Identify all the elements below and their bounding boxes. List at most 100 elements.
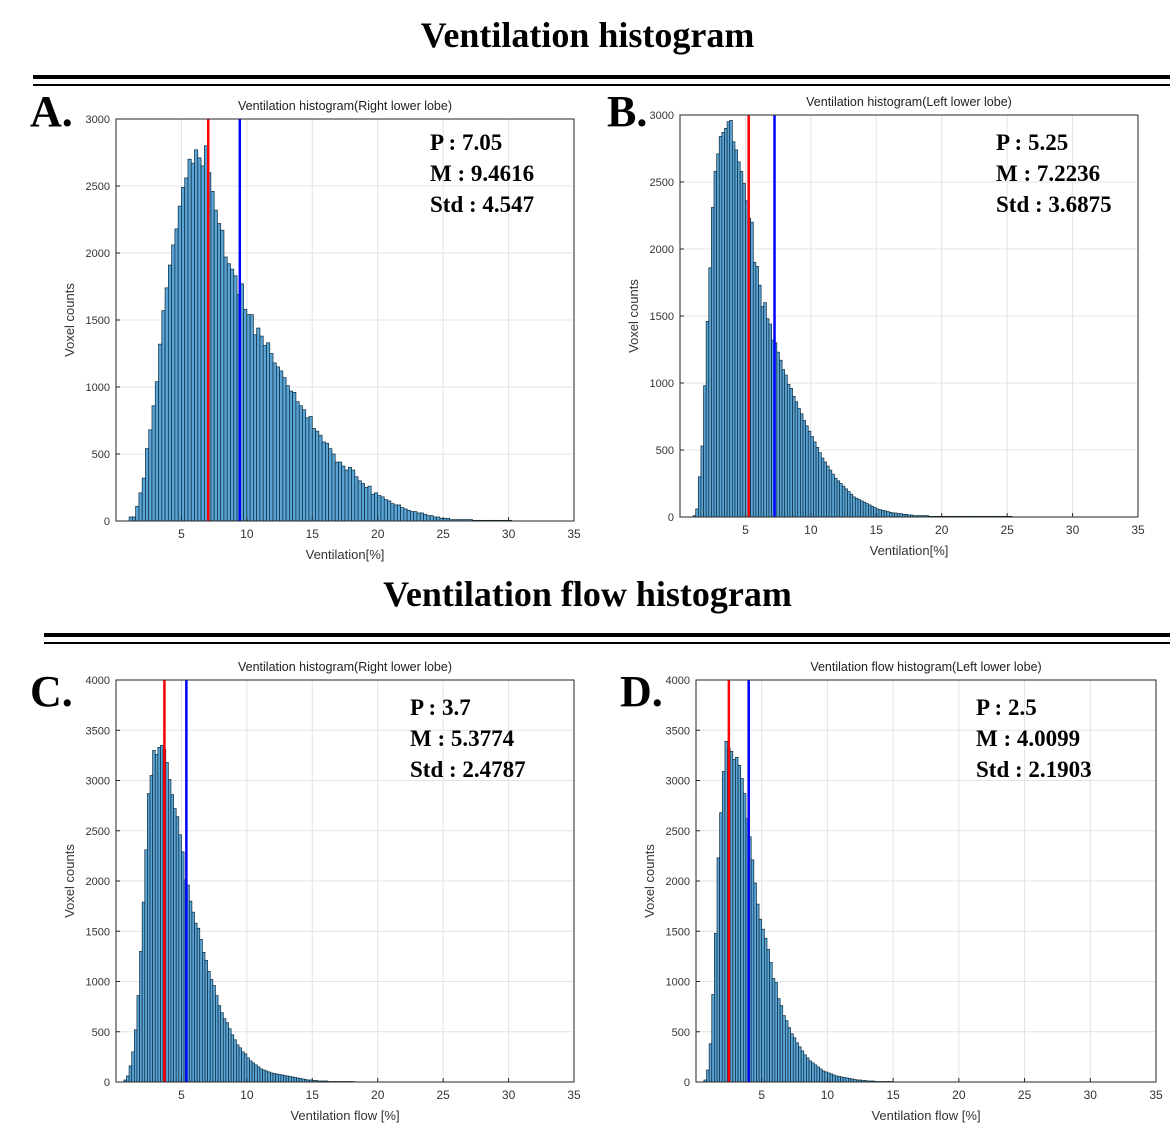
x-tick-label: 10 [240,527,254,541]
y-tick-label: 2500 [666,826,690,838]
histogram-bar [811,1062,815,1083]
stat-text-a: Std : 4.547 [430,192,534,217]
histogram-bar [753,882,757,1083]
x-tick-label: 20 [935,523,949,537]
histogram-bar [740,778,744,1083]
histogram-bar [758,918,763,1083]
y-tick-label: 1000 [666,977,690,989]
x-tick-label: 5 [178,527,185,541]
histogram-bar [729,751,734,1083]
histogram-bar [819,1068,823,1083]
panel-letter-b: B. [607,87,648,136]
x-tick-label: 25 [1000,523,1014,537]
x-tick-label: 5 [178,1088,185,1102]
top-rule-thick [33,75,1170,79]
histogram-bar [803,1054,807,1083]
histogram-bar [808,1060,813,1083]
stat-text-b: P : 5.25 [996,130,1068,155]
histogram-bar [716,857,721,1083]
stat-text-c: P : 3.7 [410,695,471,720]
x-tick-label: 15 [870,523,884,537]
top-rule-thin [33,84,1170,86]
histogram-bar [829,1073,834,1083]
y-tick-label: 500 [656,445,674,457]
y-tick-label: 0 [668,512,674,524]
histogram-bar [769,962,773,1083]
x-tick-label: 30 [502,1088,516,1102]
panel-letter-d: D. [620,667,663,716]
x-tick-label: 10 [804,523,818,537]
y-tick-label: 3000 [666,776,690,788]
x-tick-label: 10 [240,1088,254,1102]
histogram-bar [792,1037,797,1083]
y-tick-label: 3500 [666,725,690,737]
x-tick-label: 5 [758,1088,765,1102]
histogram-bar [837,1076,841,1083]
stat-text-c: M : 5.3774 [410,726,515,751]
x-tick-label: 20 [371,1088,385,1102]
y-tick-label: 1500 [666,926,690,938]
x-tick-label: 20 [952,1088,966,1102]
histogram-bar [795,1042,799,1083]
x-axis-label-a: Ventilation[%] [306,547,385,562]
y-tick-label: 1500 [86,315,110,327]
chart-title-a: Ventilation histogram(Right lower lobe) [238,99,452,113]
x-tick-label: 10 [821,1088,835,1102]
x-tick-label: 30 [1084,1088,1098,1102]
y-tick-label: 2500 [86,826,110,838]
histogram-bar [774,982,778,1083]
stat-text-b: Std : 3.6875 [996,192,1112,217]
histogram-bar [771,978,776,1083]
y-tick-label: 500 [92,449,110,461]
x-tick-label: 20 [371,527,385,541]
y-tick-label: 3000 [650,110,674,122]
y-axis-label-b: Voxel counts [626,279,641,353]
histogram-bar [737,765,742,1083]
x-tick-label: 25 [436,1088,450,1102]
y-tick-label: 3000 [86,776,110,788]
histogram-bar [708,1043,713,1083]
y-axis-label-a: Voxel counts [62,283,77,357]
y-tick-label: 2000 [650,244,674,256]
histogram-bar [845,1077,849,1083]
x-tick-label: 35 [567,527,581,541]
top-section-title: Ventilation histogram [420,15,755,55]
x-axis-label-b: Ventilation[%] [870,543,949,558]
histogram-bar [798,1046,802,1083]
y-tick-label: 3500 [86,725,110,737]
y-tick-label: 1500 [86,926,110,938]
chart-title-c: Ventilation histogram(Right lower lobe) [238,660,452,674]
histogram-bar [724,740,728,1083]
panel-letter-a: A. [30,87,73,136]
histogram-bar [763,937,768,1083]
y-axis-label-d: Voxel counts [642,844,657,918]
x-tick-label: 35 [1131,523,1145,537]
histogram-bar [782,1015,786,1083]
histogram-bar [834,1075,839,1083]
histogram-bar [761,928,765,1083]
histogram-bar [813,1064,818,1083]
x-tick-label: 35 [567,1088,581,1102]
bottom-rule-thin [44,642,1170,644]
x-tick-label: 30 [1066,523,1080,537]
y-tick-label: 2000 [86,248,110,260]
histogram-bar [787,1027,791,1083]
histogram-bar [790,1033,794,1083]
histogram-bar [832,1074,836,1083]
histogram-bar [742,793,747,1083]
histogram-bar [714,932,718,1083]
histogram-bar [750,859,755,1083]
y-tick-label: 4000 [86,675,110,687]
histogram-bar [721,771,726,1083]
histogram-bar [766,948,770,1083]
histogram-bar [806,1057,810,1083]
histogram-bar [821,1070,826,1083]
y-tick-label: 500 [672,1027,690,1039]
histogram-bar [840,1076,844,1083]
histogram-bar [711,994,715,1083]
x-tick-label: 25 [1018,1088,1032,1102]
y-tick-label: 0 [684,1077,690,1089]
y-axis-label-c: Voxel counts [62,844,77,918]
